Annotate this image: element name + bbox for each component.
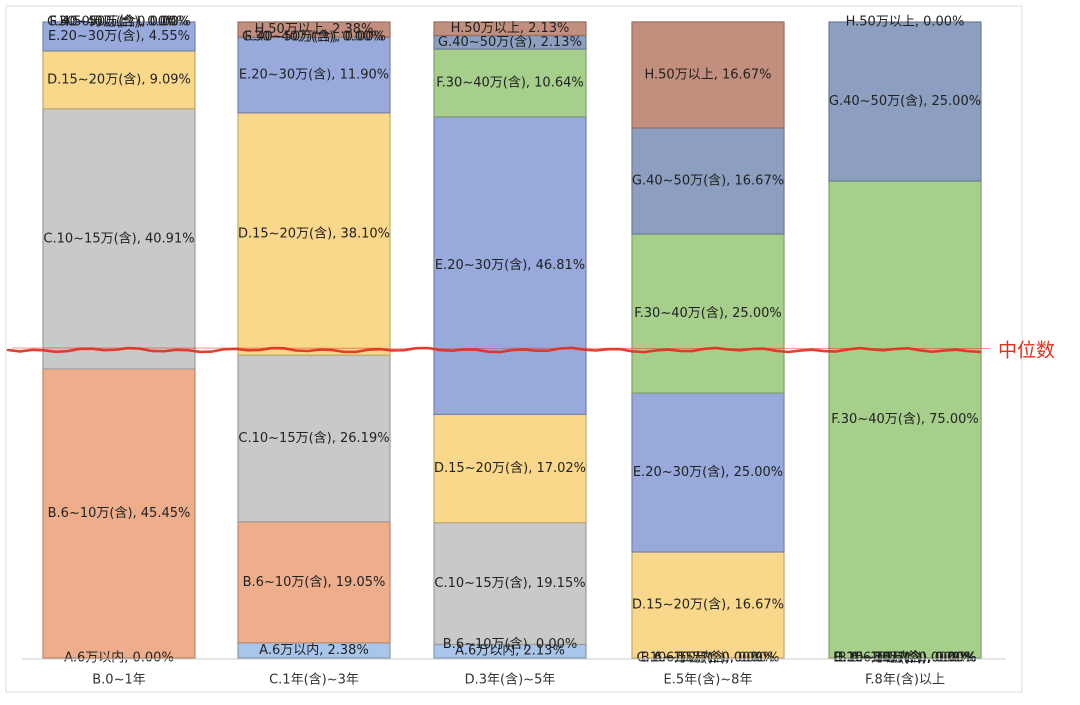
bar-segment <box>433 116 587 416</box>
bar-segment <box>433 21 587 37</box>
data-label: B.6~10万(含), 0.00% <box>641 650 775 666</box>
data-label: D.15~20万(含), 9.09% <box>47 71 191 87</box>
bar-segment <box>631 127 785 235</box>
category-tick-label: C.1年(含)~3年 <box>269 672 359 688</box>
bar-stack <box>433 21 587 659</box>
data-label: F.30~40万(含), 0.00% <box>244 29 383 45</box>
data-label: F.30~40万(含), 75.00% <box>831 411 978 427</box>
category-tick-label: F.8年(含)以上 <box>865 672 945 688</box>
data-label: E.20~30万(含), 4.55% <box>48 28 190 44</box>
data-label: D.15~20万(含), 16.67% <box>632 596 784 612</box>
bar-segment <box>237 36 391 114</box>
bar-stack <box>631 21 785 659</box>
data-label: A.6万以内, 2.38% <box>259 642 369 658</box>
data-label: G.40~50万(含), 25.00% <box>829 93 981 109</box>
data-label: C.10~15万(含), 26.19% <box>238 430 389 446</box>
data-label: H.50万以上, 0.00% <box>60 15 179 30</box>
bar-segment <box>237 354 391 523</box>
data-label: E.20~30万(含), 11.90% <box>239 66 389 82</box>
data-label: C.10~15万(含), 40.91% <box>43 230 194 246</box>
category-tick-label: D.3年(含)~5年 <box>465 672 556 688</box>
bar-segment <box>433 48 587 118</box>
category-tick-label: E.5年(含)~8年 <box>664 672 753 688</box>
bar-segment <box>433 413 587 524</box>
data-label: E.20~30万(含), 46.81% <box>435 257 585 273</box>
chart-frame <box>5 5 1023 693</box>
data-label: B.6~10万(含), 45.45% <box>48 505 191 521</box>
bar-stack <box>237 21 391 659</box>
bar-segment <box>42 21 196 52</box>
bar-segment <box>828 21 982 182</box>
bar-segment <box>631 551 785 659</box>
bar-segment <box>433 522 587 646</box>
data-label: F.30~40万(含), 0.00% <box>49 14 188 30</box>
data-label: D.15~20万(含), 0.00% <box>833 650 977 666</box>
data-label: A.6万以内, 2.13% <box>455 643 565 659</box>
data-label: C.10~15万(含), 19.15% <box>434 575 585 591</box>
data-label: B.6~10万(含), 0.00% <box>443 636 577 652</box>
data-label: D.15~20万(含), 38.10% <box>238 225 390 241</box>
data-label: H.50万以上, 16.67% <box>644 67 771 82</box>
data-label: H.50万以上, 0.00% <box>846 15 965 30</box>
data-label: E.20~30万(含), 0.00% <box>834 650 976 666</box>
median-line <box>6 346 982 354</box>
data-label: G.40~50万(含), 0.00% <box>47 14 191 30</box>
bar-segment <box>42 108 196 370</box>
data-label: H.50万以上, 2.13% <box>451 21 570 36</box>
data-label: B.6~10万(含), 0.00% <box>838 650 972 666</box>
bar-segment <box>237 112 391 356</box>
data-label: C.10~15万(含), 0.00% <box>834 650 977 666</box>
data-label: F.30~40万(含), 25.00% <box>634 305 781 321</box>
data-label: E.20~30万(含), 25.00% <box>633 464 783 480</box>
median-annotation-label: 中位数 <box>998 340 1055 362</box>
data-label: H.50万以上, 2.38% <box>255 22 374 37</box>
bar-segment <box>631 392 785 553</box>
bar-segment <box>631 21 785 129</box>
data-label: A.6万以内, 0.00% <box>653 650 763 666</box>
data-label: G.40~50万(含), 16.67% <box>632 172 784 188</box>
data-label: A.6万以内, 0.00% <box>64 650 174 666</box>
data-label: F.30~40万(含), 10.64% <box>436 74 583 90</box>
data-label: G.40~50万(含), 2.13% <box>438 34 582 50</box>
data-label: C.10~15万(含), 0.00% <box>637 650 780 666</box>
data-label: D.15~20万(含), 17.02% <box>434 460 586 476</box>
data-label: A.6万以内, 0.00% <box>850 650 960 666</box>
bar-segment <box>631 233 785 394</box>
category-tick-label: B.0~1年 <box>92 673 146 688</box>
median-line-stroke <box>11 347 991 349</box>
data-label: B.6~10万(含), 19.05% <box>243 574 386 590</box>
bar-segment <box>237 21 391 38</box>
bar-stack <box>42 21 196 659</box>
bar-stack <box>828 21 982 659</box>
data-label: G.40~50万(含), 0.00% <box>242 29 386 45</box>
bar-segment <box>828 180 982 659</box>
